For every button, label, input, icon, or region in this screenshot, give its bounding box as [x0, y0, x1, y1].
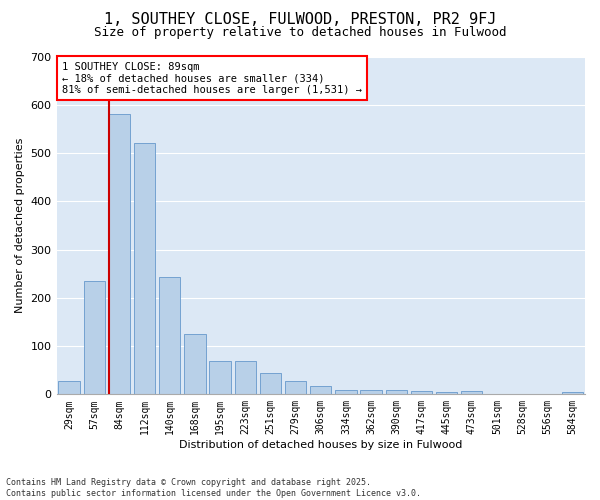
Bar [461, 391, 482, 394]
Bar [562, 392, 583, 394]
Bar [260, 372, 281, 394]
Bar [335, 390, 356, 394]
Bar [109, 114, 130, 394]
Bar [285, 381, 307, 394]
Bar [159, 277, 181, 394]
Bar [134, 144, 155, 394]
Bar [310, 386, 331, 394]
Bar [235, 360, 256, 394]
Bar [83, 281, 105, 394]
Text: 1, SOUTHEY CLOSE, FULWOOD, PRESTON, PR2 9FJ: 1, SOUTHEY CLOSE, FULWOOD, PRESTON, PR2 … [104, 12, 496, 28]
Text: 1 SOUTHEY CLOSE: 89sqm
← 18% of detached houses are smaller (334)
81% of semi-de: 1 SOUTHEY CLOSE: 89sqm ← 18% of detached… [62, 62, 362, 95]
Bar [209, 360, 231, 394]
Bar [58, 381, 80, 394]
Text: Contains HM Land Registry data © Crown copyright and database right 2025.
Contai: Contains HM Land Registry data © Crown c… [6, 478, 421, 498]
Y-axis label: Number of detached properties: Number of detached properties [15, 138, 25, 313]
Bar [184, 334, 206, 394]
Text: Size of property relative to detached houses in Fulwood: Size of property relative to detached ho… [94, 26, 506, 39]
Bar [386, 390, 407, 394]
Bar [411, 392, 432, 394]
Bar [436, 392, 457, 394]
Bar [361, 390, 382, 394]
X-axis label: Distribution of detached houses by size in Fulwood: Distribution of detached houses by size … [179, 440, 463, 450]
